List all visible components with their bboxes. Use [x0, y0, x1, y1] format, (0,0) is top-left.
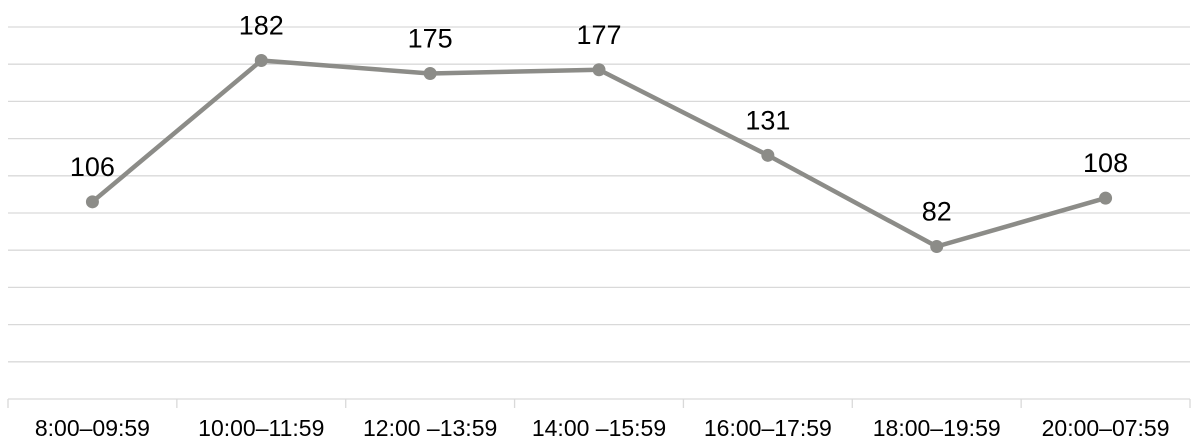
data-point	[85, 195, 99, 209]
data-labels: 106 182 175 177 131 82 108	[70, 10, 1128, 226]
category-label: 8:00–09:59	[35, 415, 150, 441]
data-label: 108	[1083, 148, 1128, 178]
category-label: 18:00–19:59	[873, 415, 1001, 441]
category-label: 12:00 –13:59	[363, 415, 497, 441]
data-label: 175	[408, 24, 453, 54]
data-point	[592, 63, 606, 77]
data-label: 131	[745, 105, 790, 135]
series-line	[90, 58, 1108, 249]
gridlines	[8, 26, 1190, 363]
category-label: 16:00–17:59	[704, 415, 832, 441]
category-label: 20:00–07:59	[1042, 415, 1170, 441]
data-point	[930, 239, 944, 253]
data-point	[761, 148, 775, 162]
category-label: 10:00–11:59	[198, 415, 324, 441]
data-point	[1099, 191, 1113, 205]
series-group	[85, 53, 1113, 253]
x-axis	[7, 398, 1191, 408]
data-label: 82	[922, 196, 952, 226]
data-label: 182	[239, 10, 284, 40]
category-labels: 8:00–09:59 10:00–11:59 12:00 –13:59 14:00 –…	[35, 415, 1170, 441]
category-label: 14:00 –15:59	[532, 415, 666, 441]
data-point	[423, 67, 437, 80]
data-label: 177	[576, 20, 621, 50]
data-label: 106	[70, 152, 115, 182]
data-point	[254, 53, 268, 67]
